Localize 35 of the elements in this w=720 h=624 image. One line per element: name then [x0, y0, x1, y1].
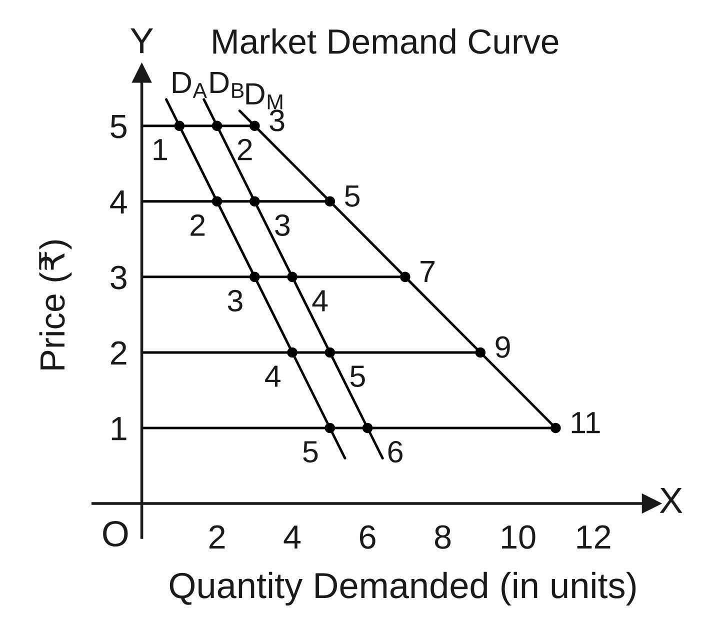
x-tick-label: 2	[209, 525, 225, 549]
annotation: 4	[312, 290, 328, 312]
annotation: O	[103, 520, 128, 547]
series-label: D$_{M}$	[246, 83, 282, 110]
annotation: 5	[350, 366, 365, 388]
y-tick-label: 1	[112, 417, 126, 440]
x-tick-label: 6	[360, 525, 376, 549]
annotation: 9	[496, 336, 510, 358]
annotation: 4	[265, 366, 280, 387]
y-tick-label: 5	[110, 115, 127, 138]
series-label: D$_{A}$	[172, 72, 207, 98]
annotation: 2	[190, 214, 205, 236]
annotation: 5	[303, 441, 318, 463]
annotation: 2	[238, 138, 252, 160]
y-tick-label: 4	[110, 190, 127, 214]
y-axis-title: Price (₹)	[39, 240, 72, 370]
x-tick-label: 8	[434, 525, 451, 549]
annotation: 1	[154, 139, 167, 160]
text: Y	[130, 28, 154, 54]
annotation: 3	[228, 290, 242, 312]
chart-title: Market Demand Curve	[213, 28, 558, 54]
x-axis-title: Quantity Demanded (in units)	[170, 572, 636, 606]
annotation: 11	[572, 412, 600, 434]
annotation: 5	[345, 186, 360, 207]
annotation: 7	[420, 261, 435, 282]
text: X	[660, 488, 682, 513]
y-tick-label: 2	[111, 341, 126, 365]
x-tick-label: 12	[577, 525, 610, 549]
x-tick-label: 4	[284, 526, 301, 549]
y-tick-label: 3	[110, 266, 126, 290]
annotation: 6	[388, 440, 402, 463]
series-label: D$_{B}$	[210, 72, 244, 98]
annotation: 3	[275, 214, 290, 236]
annotation: 3	[270, 110, 284, 132]
x-tick-label: 10	[502, 525, 536, 549]
